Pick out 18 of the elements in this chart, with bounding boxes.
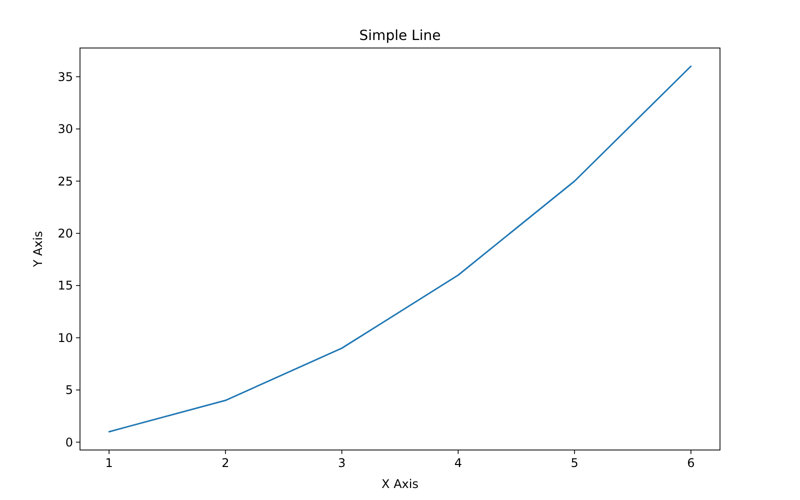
y-tick-label: 20: [58, 226, 73, 241]
x-tick-label: 4: [454, 456, 462, 470]
y-tick-label: 35: [58, 70, 73, 84]
chart-title: Simple Line: [359, 28, 441, 44]
x-tick-label: 6: [687, 456, 695, 470]
line-series: [108, 66, 692, 432]
y-axis-title: Y Axis: [31, 230, 45, 268]
y-tick-label: 10: [58, 330, 73, 345]
x-axis-title: X Axis: [382, 477, 418, 491]
x-tick-label: 2: [222, 456, 230, 470]
y-tick-label: 15: [58, 278, 73, 293]
y-tick-label: 30: [58, 122, 73, 136]
y-tick-label: 0: [65, 435, 73, 450]
y-tick-label: 5: [65, 383, 73, 398]
y-tick-label: 25: [58, 174, 73, 188]
x-tick-label: 1: [105, 456, 113, 470]
x-tick-label: 5: [570, 456, 578, 470]
x-tick-label: 3: [338, 456, 346, 470]
